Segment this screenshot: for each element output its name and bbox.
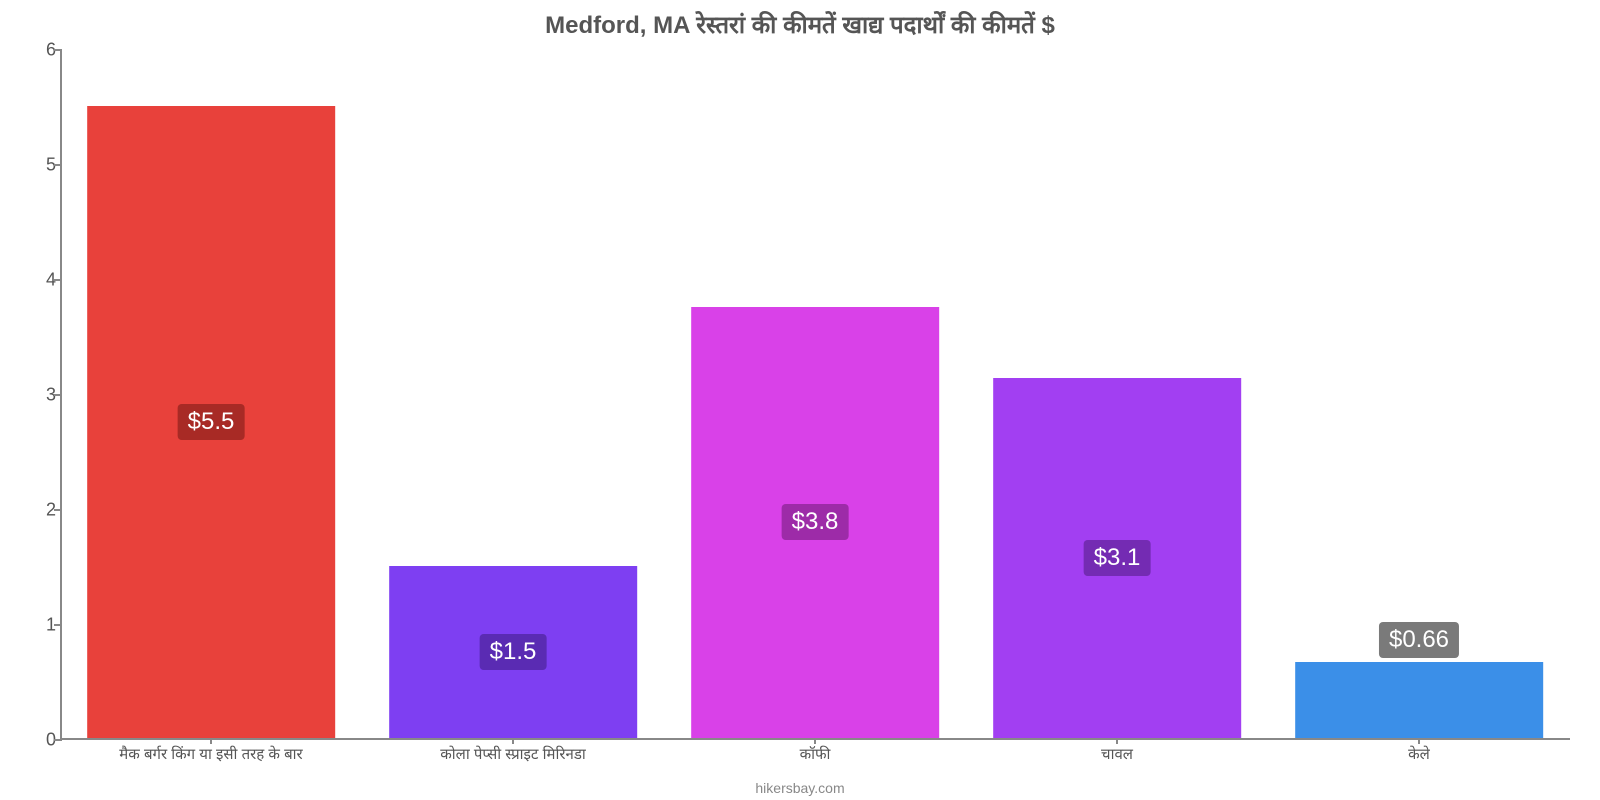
bar-slot: मैक बर्गर किंग या इसी तरह के बार$5.5 — [60, 48, 362, 738]
bar-slot: कोला पेप्सी स्प्राइट मिरिनडा$1.5 — [362, 48, 664, 738]
y-tick-mark — [54, 739, 62, 741]
bar-value-label: $0.66 — [1379, 622, 1459, 658]
y-tick-label: 5 — [0, 155, 56, 176]
bar-value-label: $5.5 — [178, 404, 245, 440]
y-tick-label: 0 — [0, 730, 56, 751]
price-bar — [1295, 662, 1543, 738]
y-tick-label: 3 — [0, 385, 56, 406]
bar-value-label: $1.5 — [480, 634, 547, 670]
y-tick-mark — [54, 509, 62, 511]
chart-title: Medford, MA रेस्तरां की कीमतें खाद्य पदा… — [0, 8, 1600, 41]
y-tick-mark — [54, 164, 62, 166]
y-tick-label: 2 — [0, 500, 56, 521]
y-tick-label: 1 — [0, 615, 56, 636]
y-tick-mark — [54, 279, 62, 281]
y-tick-mark — [54, 624, 62, 626]
x-category-label: केले — [1408, 744, 1430, 764]
x-category-label: मैक बर्गर किंग या इसी तरह के बार — [119, 744, 302, 764]
bar-value-label: $3.8 — [782, 504, 849, 540]
y-tick-mark — [54, 394, 62, 396]
plot-area: मैक बर्गर किंग या इसी तरह के बार$5.5कोला… — [60, 50, 1570, 740]
credit-text: hikersbay.com — [0, 780, 1600, 796]
y-tick-mark — [54, 49, 62, 51]
y-tick-label: 4 — [0, 270, 56, 291]
y-tick-label: 6 — [0, 40, 56, 61]
bar-slot: कॉफी$3.8 — [664, 48, 966, 738]
bar-slot: केले$0.66 — [1268, 48, 1570, 738]
bar-slot: चावल$3.1 — [966, 48, 1268, 738]
price-bar-chart: Medford, MA रेस्तरां की कीमतें खाद्य पदा… — [0, 0, 1600, 800]
x-category-label: कॉफी — [800, 744, 831, 764]
bar-value-label: $3.1 — [1084, 540, 1151, 576]
x-category-label: कोला पेप्सी स्प्राइट मिरिनडा — [440, 744, 586, 764]
x-category-label: चावल — [1101, 744, 1133, 764]
